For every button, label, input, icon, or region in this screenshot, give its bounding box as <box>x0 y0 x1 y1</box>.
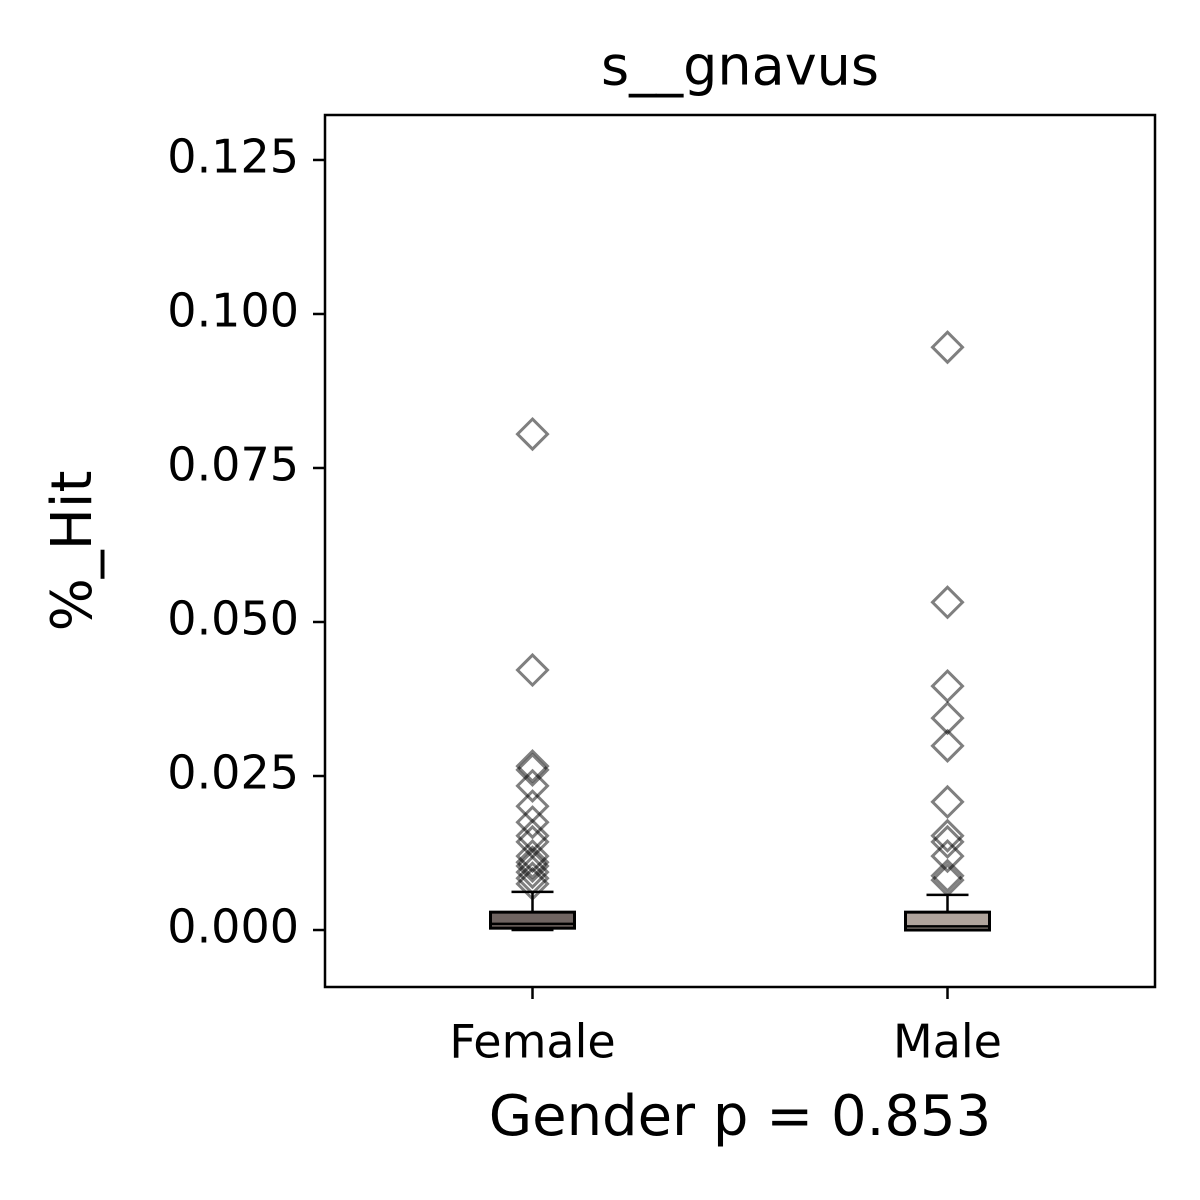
y-tick-label: 0.000 <box>167 900 299 954</box>
x-tick-label: Male <box>893 1015 1002 1069</box>
outlier <box>515 752 550 787</box>
chart-title: s__gnavus <box>601 35 879 98</box>
outlier <box>515 854 550 890</box>
outlier <box>930 784 965 820</box>
outlier <box>515 845 550 880</box>
outlier <box>930 838 965 874</box>
outlier <box>930 330 965 365</box>
x-axis-label: Gender p = 0.853 <box>489 1084 992 1149</box>
x-tick-label: Female <box>449 1015 615 1069</box>
y-tick-label: 0.075 <box>167 437 299 491</box>
outlier <box>930 824 965 860</box>
y-tick-label: 0.125 <box>167 129 299 183</box>
outlier <box>515 652 550 688</box>
outlier <box>930 728 965 763</box>
outlier <box>930 700 965 736</box>
outlier <box>515 861 550 896</box>
outlier <box>515 805 550 840</box>
y-tick-label: 0.100 <box>167 283 299 337</box>
plot-frame <box>323 113 1157 989</box>
outlier <box>930 668 965 704</box>
outlier <box>515 416 550 452</box>
box <box>489 910 576 930</box>
outlier <box>930 858 965 893</box>
outlier <box>930 862 965 898</box>
outlier <box>515 848 550 884</box>
y-axis-label: %_Hit <box>40 471 105 632</box>
outlier <box>930 818 965 853</box>
outlier <box>930 585 965 620</box>
outlier <box>515 838 550 874</box>
outlier <box>515 749 550 784</box>
outlier <box>515 768 550 803</box>
y-tick-label: 0.025 <box>167 746 299 800</box>
outlier <box>515 866 550 901</box>
y-tick-label: 0.050 <box>167 591 299 645</box>
